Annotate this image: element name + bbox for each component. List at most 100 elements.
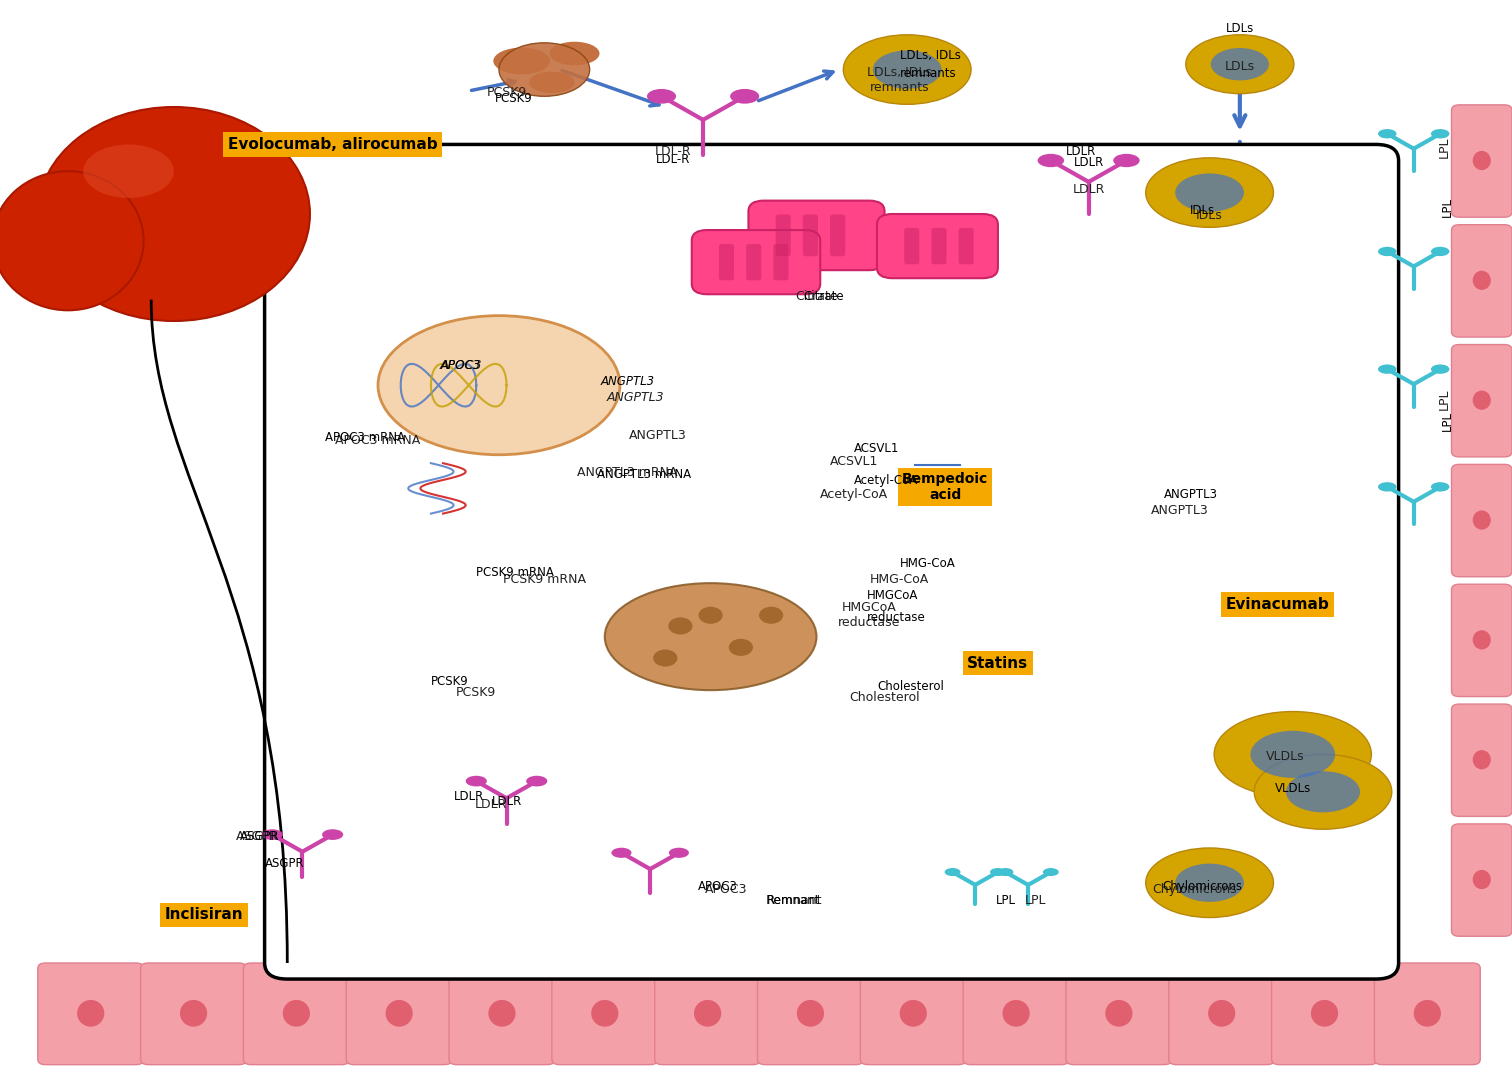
- Circle shape: [759, 607, 783, 624]
- Text: Citrate: Citrate: [795, 290, 838, 303]
- Ellipse shape: [668, 847, 689, 858]
- Text: ASGPR: ASGPR: [265, 857, 304, 870]
- Ellipse shape: [611, 847, 632, 858]
- Text: ANGPTL3: ANGPTL3: [1164, 488, 1219, 501]
- Text: IDLs: IDLs: [1196, 210, 1223, 223]
- Text: LPL: LPL: [1441, 197, 1453, 217]
- Ellipse shape: [1430, 129, 1450, 138]
- Text: HMGCoA
reductase: HMGCoA reductase: [838, 601, 901, 629]
- Ellipse shape: [1185, 35, 1294, 94]
- Ellipse shape: [386, 999, 413, 1027]
- Ellipse shape: [262, 829, 283, 840]
- Text: Cholesterol: Cholesterol: [850, 691, 919, 704]
- Text: LDLR: LDLR: [475, 798, 508, 811]
- Ellipse shape: [1473, 750, 1491, 769]
- Text: reductase: reductase: [866, 611, 925, 624]
- FancyBboxPatch shape: [904, 228, 919, 264]
- Ellipse shape: [1146, 849, 1273, 918]
- Text: APOC3: APOC3: [442, 360, 481, 372]
- Text: LDLR: LDLR: [491, 795, 522, 808]
- Text: HMG-CoA: HMG-CoA: [869, 574, 930, 586]
- Ellipse shape: [591, 999, 618, 1027]
- Text: PCSK9: PCSK9: [457, 686, 496, 699]
- Ellipse shape: [493, 48, 550, 75]
- Text: IDLs: IDLs: [1190, 204, 1214, 217]
- Ellipse shape: [1146, 158, 1273, 228]
- Ellipse shape: [1043, 868, 1058, 876]
- FancyBboxPatch shape: [1452, 464, 1512, 577]
- Text: Evolocumab, alirocumab: Evolocumab, alirocumab: [228, 137, 437, 152]
- Ellipse shape: [1250, 731, 1335, 778]
- FancyBboxPatch shape: [243, 963, 349, 1065]
- Text: ANGPTL3 mRNA: ANGPTL3 mRNA: [578, 467, 677, 479]
- Text: remnants: remnants: [900, 67, 956, 80]
- Ellipse shape: [1311, 999, 1338, 1027]
- Text: Acetyl-CoA: Acetyl-CoA: [854, 474, 918, 487]
- Ellipse shape: [998, 868, 1013, 876]
- FancyBboxPatch shape: [1169, 963, 1275, 1065]
- Text: Statins: Statins: [968, 656, 1028, 671]
- Text: LPL: LPL: [1025, 895, 1046, 907]
- Text: ANGPTL3: ANGPTL3: [629, 429, 686, 442]
- Text: ASGPR: ASGPR: [240, 830, 280, 843]
- Circle shape: [729, 639, 753, 656]
- Ellipse shape: [1414, 999, 1441, 1027]
- Text: LDLs: LDLs: [1226, 22, 1253, 35]
- Ellipse shape: [1377, 365, 1397, 373]
- Text: APOC3: APOC3: [705, 884, 747, 897]
- Ellipse shape: [488, 999, 516, 1027]
- Ellipse shape: [605, 583, 816, 690]
- Ellipse shape: [797, 999, 824, 1027]
- Text: APOC3 mRNA: APOC3 mRNA: [336, 434, 420, 447]
- Circle shape: [699, 607, 723, 624]
- Text: LPL: LPL: [1438, 388, 1450, 410]
- Ellipse shape: [945, 868, 960, 876]
- FancyBboxPatch shape: [552, 963, 658, 1065]
- Ellipse shape: [526, 776, 547, 786]
- Text: LPL: LPL: [995, 895, 1016, 907]
- Ellipse shape: [1430, 247, 1450, 256]
- FancyBboxPatch shape: [1452, 704, 1512, 816]
- Ellipse shape: [77, 999, 104, 1027]
- Ellipse shape: [550, 42, 599, 65]
- Text: LDL-R: LDL-R: [655, 146, 691, 158]
- FancyBboxPatch shape: [1452, 225, 1512, 337]
- Text: Cholesterol: Cholesterol: [877, 681, 943, 693]
- Ellipse shape: [1175, 173, 1244, 212]
- FancyBboxPatch shape: [655, 963, 761, 1065]
- Text: ACSVL1: ACSVL1: [854, 442, 900, 455]
- FancyBboxPatch shape: [346, 963, 452, 1065]
- Ellipse shape: [844, 35, 971, 105]
- Ellipse shape: [1285, 771, 1361, 812]
- FancyBboxPatch shape: [141, 963, 246, 1065]
- Ellipse shape: [1473, 391, 1491, 410]
- Ellipse shape: [1377, 483, 1397, 491]
- Text: APOC3 mRNA: APOC3 mRNA: [325, 431, 405, 444]
- Ellipse shape: [1214, 712, 1371, 797]
- Text: Acetyl-CoA: Acetyl-CoA: [820, 488, 889, 501]
- Ellipse shape: [322, 829, 343, 840]
- Text: PCSK9: PCSK9: [487, 87, 526, 100]
- Text: LDLs: LDLs: [1225, 60, 1255, 73]
- FancyBboxPatch shape: [877, 214, 998, 278]
- FancyBboxPatch shape: [776, 214, 791, 257]
- Text: LDLR: LDLR: [1066, 146, 1096, 158]
- Ellipse shape: [730, 89, 759, 104]
- Circle shape: [668, 617, 692, 635]
- Ellipse shape: [900, 999, 927, 1027]
- FancyBboxPatch shape: [265, 144, 1399, 979]
- Text: PCSK9 mRNA: PCSK9 mRNA: [503, 574, 585, 586]
- Text: ASGPR: ASGPR: [236, 830, 278, 843]
- Ellipse shape: [0, 171, 144, 310]
- FancyBboxPatch shape: [747, 244, 762, 280]
- Ellipse shape: [1113, 154, 1140, 167]
- Text: Inclisiran: Inclisiran: [165, 907, 243, 922]
- Text: LPL: LPL: [1438, 137, 1450, 158]
- FancyBboxPatch shape: [830, 214, 845, 257]
- FancyBboxPatch shape: [38, 963, 144, 1065]
- Ellipse shape: [378, 316, 620, 455]
- FancyBboxPatch shape: [758, 963, 863, 1065]
- Ellipse shape: [1105, 999, 1132, 1027]
- Ellipse shape: [1037, 154, 1064, 167]
- FancyBboxPatch shape: [931, 228, 947, 264]
